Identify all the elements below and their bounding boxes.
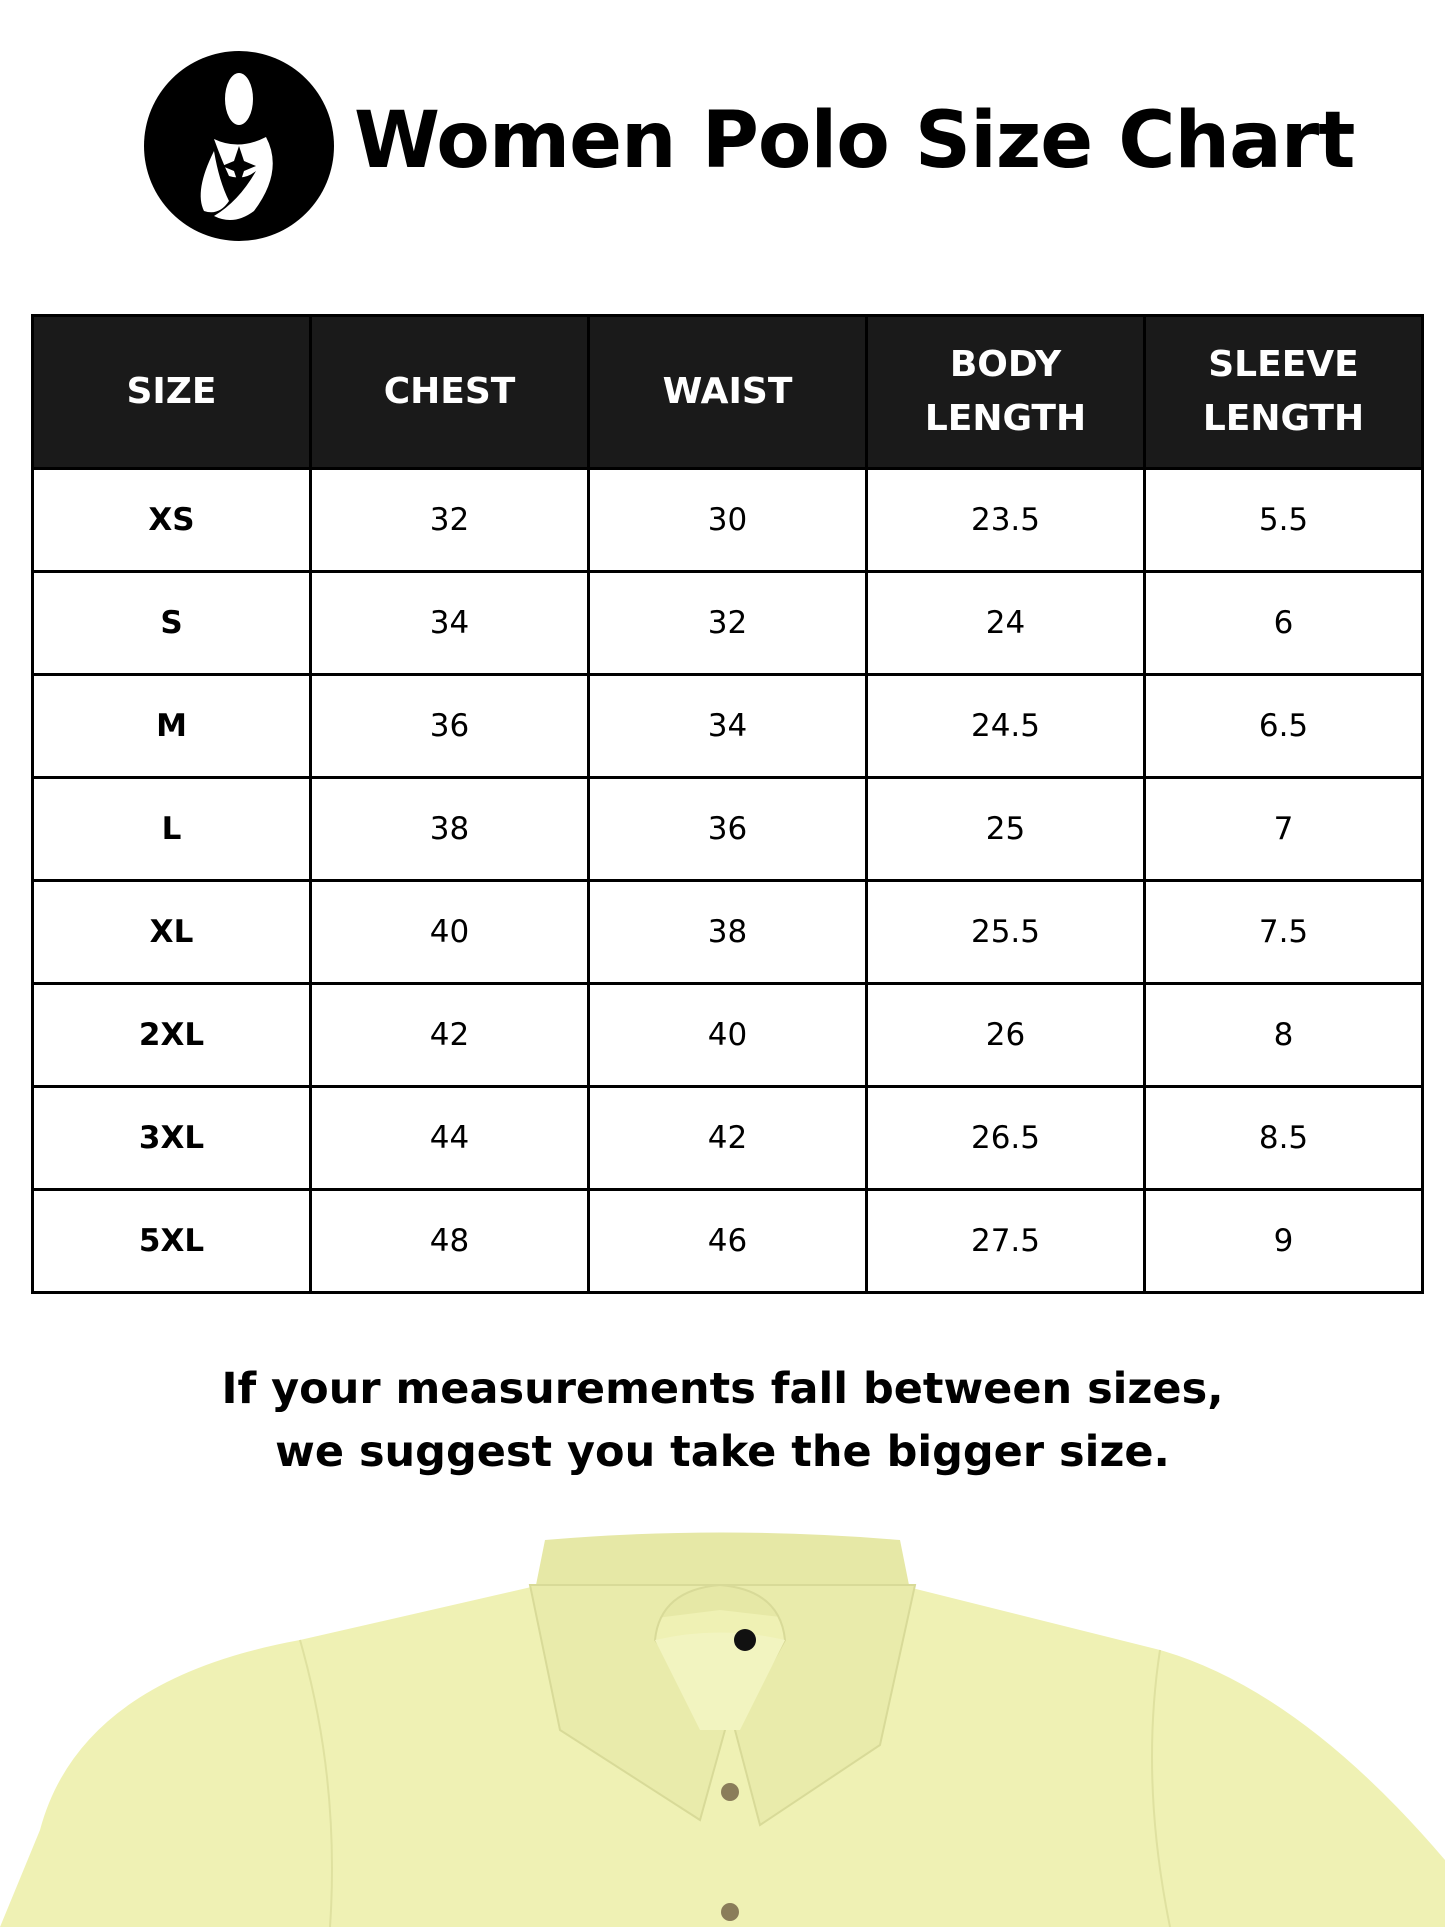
- page-title: Women Polo Size Chart: [354, 96, 1355, 186]
- measurement-cell: 6.5: [1143, 673, 1424, 779]
- measurement-cell: 27.5: [865, 1188, 1146, 1294]
- size-cell: 3XL: [31, 1085, 312, 1191]
- measurement-cell: 42: [587, 1085, 868, 1191]
- column-header-text: CHEST: [383, 371, 516, 412]
- measurement-cell: 38: [587, 879, 868, 985]
- measurement-cell: 5.5: [1143, 467, 1424, 573]
- size-cell: M: [31, 673, 312, 779]
- measurement-cell: 9: [1143, 1188, 1424, 1294]
- size-cell: S: [31, 570, 312, 676]
- measurement-cell: 40: [587, 982, 868, 1088]
- measurement-cell: 34: [309, 570, 590, 676]
- table-row: XL 40 38 25.5 7.5: [31, 879, 1424, 985]
- column-header-text: WAIST: [662, 371, 793, 412]
- measurement-cell: 26.5: [865, 1085, 1146, 1191]
- table-row: L 38 36 25 7: [31, 776, 1424, 882]
- table-row: 5XL 48 46 27.5 9: [31, 1188, 1424, 1294]
- polo-shirt-image: [0, 1532, 1445, 1927]
- sizing-note: If your measurements fall between sizes,…: [0, 1358, 1445, 1484]
- measurement-cell: 32: [309, 467, 590, 573]
- measurement-cell: 30: [587, 467, 868, 573]
- size-chart-table: SIZE CHEST WAIST BODY LENGTH SLEEVE LENGTH XS 3…: [31, 314, 1424, 1294]
- table-header-row: SIZE CHEST WAIST BODY LENGTH SLEEVE LENGTH: [31, 314, 1424, 470]
- size-cell: 2XL: [31, 982, 312, 1088]
- measurement-cell: 24.5: [865, 673, 1146, 779]
- measurement-cell: 36: [587, 776, 868, 882]
- table-row: 3XL 44 42 26.5 8.5: [31, 1085, 1424, 1191]
- size-cell: XS: [31, 467, 312, 573]
- column-header-text: LENGTH: [1202, 398, 1365, 439]
- measurement-cell: 25: [865, 776, 1146, 882]
- column-header-text: LENGTH: [924, 398, 1087, 439]
- measurement-cell: 40: [309, 879, 590, 985]
- note-line-2: we suggest you take the bigger size.: [275, 1427, 1170, 1477]
- size-cell: 5XL: [31, 1188, 312, 1294]
- measurement-cell: 23.5: [865, 467, 1146, 573]
- table-row: S 34 32 24 6: [31, 570, 1424, 676]
- column-header: CHEST: [309, 314, 590, 470]
- measurement-cell: 44: [309, 1085, 590, 1191]
- measurement-cell: 34: [587, 673, 868, 779]
- measurement-cell: 36: [309, 673, 590, 779]
- table-row: 2XL 42 40 26 8: [31, 982, 1424, 1088]
- measurement-cell: 25.5: [865, 879, 1146, 985]
- column-header-text: SLEEVE: [1208, 344, 1359, 385]
- column-header-text: BODY: [949, 344, 1062, 385]
- measurement-cell: 24: [865, 570, 1146, 676]
- measurement-cell: 32: [587, 570, 868, 676]
- measurement-cell: 7: [1143, 776, 1424, 882]
- measurement-cell: 7.5: [1143, 879, 1424, 985]
- note-line-1: If your measurements fall between sizes,: [221, 1364, 1224, 1414]
- measurement-cell: 46: [587, 1188, 868, 1294]
- column-header: SIZE: [31, 314, 312, 470]
- column-header: WAIST: [587, 314, 868, 470]
- measurement-cell: 6: [1143, 570, 1424, 676]
- table-row: XS 32 30 23.5 5.5: [31, 467, 1424, 573]
- size-cell: L: [31, 776, 312, 882]
- measurement-cell: 8: [1143, 982, 1424, 1088]
- measurement-cell: 26: [865, 982, 1146, 1088]
- measurement-cell: 38: [309, 776, 590, 882]
- size-cell: XL: [31, 879, 312, 985]
- table-row: M 36 34 24.5 6.5: [31, 673, 1424, 779]
- column-header: BODY LENGTH: [865, 314, 1146, 470]
- column-header-text: SIZE: [126, 371, 217, 412]
- column-header: SLEEVE LENGTH: [1143, 314, 1424, 470]
- brand-logo: [144, 51, 334, 241]
- measurement-cell: 48: [309, 1188, 590, 1294]
- measurement-cell: 8.5: [1143, 1085, 1424, 1191]
- measurement-cell: 42: [309, 982, 590, 1088]
